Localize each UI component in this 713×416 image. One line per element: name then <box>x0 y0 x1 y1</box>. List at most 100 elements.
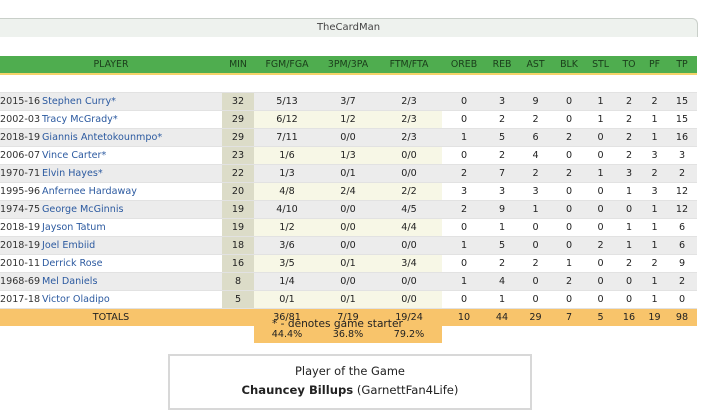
player-pf: 1 <box>642 218 668 237</box>
player-3p: 2/4 <box>320 182 377 201</box>
player-row: 2015-16 Stephen Curry* 32 5/13 3/7 2/3 0 3 9 0 1 2 2… <box>0 92 698 111</box>
potg-owner: (GarnettFan4Life) <box>356 383 459 397</box>
player-pf: 1 <box>642 272 668 291</box>
player-fg: 1/6 <box>254 146 321 165</box>
player-to: 2 <box>616 92 643 111</box>
col-header-stl[interactable]: STL <box>585 56 617 75</box>
header-spacer <box>0 74 698 93</box>
player-3p: 0/0 <box>320 272 377 291</box>
player-oreb: 1 <box>442 272 487 291</box>
player-min: 29 <box>222 110 255 129</box>
col-header-ftm-fta[interactable]: FTM/FTA <box>376 56 443 75</box>
col-header-3pm-3pa[interactable]: 3PM/3PA <box>320 56 377 75</box>
player-pts: 16 <box>667 128 698 147</box>
player-blk: 2 <box>553 128 586 147</box>
player-ast: 2 <box>518 110 554 129</box>
player-oreb: 0 <box>442 110 487 129</box>
player-name[interactable]: Tracy McGrady* <box>40 110 223 129</box>
player-pts: 3 <box>667 146 698 165</box>
player-oreb: 0 <box>442 146 487 165</box>
player-fg: 3/6 <box>254 236 321 255</box>
player-pf: 2 <box>642 254 668 273</box>
player-ast: 2 <box>518 164 554 183</box>
player-season: 2018-19 <box>0 128 40 147</box>
player-row: 1970-71 Elvin Hayes* 22 1/3 0/1 0/0 2 7 2 2 1 3 2 2 <box>0 164 698 183</box>
player-season: 1968-69 <box>0 272 40 291</box>
player-blk: 0 <box>553 200 586 219</box>
totals-pts: 98 <box>667 308 698 326</box>
player-stl: 1 <box>585 110 617 129</box>
player-oreb: 0 <box>442 254 487 273</box>
player-pts: 9 <box>667 254 698 273</box>
player-oreb: 0 <box>442 218 487 237</box>
player-to: 2 <box>616 146 643 165</box>
player-row: 2010-11 Derrick Rose 16 3/5 0/1 3/4 0 2 2 1 0 2 2 9 <box>0 254 698 273</box>
player-name[interactable]: Vince Carter* <box>40 146 223 165</box>
player-ast: 3 <box>518 182 554 201</box>
player-stl: 0 <box>585 128 617 147</box>
player-min: 23 <box>222 146 255 165</box>
player-fg: 1/4 <box>254 272 321 291</box>
player-pf: 1 <box>642 200 668 219</box>
player-ast: 2 <box>518 254 554 273</box>
player-fg: 7/11 <box>254 128 321 147</box>
player-to: 3 <box>616 164 643 183</box>
player-row: 2018-19 Joel Embiid 18 3/6 0/0 0/0 1 5 0 0 2 1 1 6 <box>0 236 698 255</box>
player-3p: 1/3 <box>320 146 377 165</box>
player-stl: 0 <box>585 272 617 291</box>
player-pts: 2 <box>667 164 698 183</box>
player-name[interactable]: Anfernee Hardaway <box>40 182 223 201</box>
col-header-blk[interactable]: BLK <box>553 56 586 75</box>
totals-row: TOTALS 36/81 7/19 19/24 10 44 29 7 5 16 … <box>0 308 698 326</box>
potg-line: Chauncey Billups (GarnettFan4Life) <box>170 383 530 397</box>
player-3p: 3/7 <box>320 92 377 111</box>
player-pf: 1 <box>642 290 668 309</box>
player-name[interactable]: Jayson Tatum <box>40 218 223 237</box>
col-header-pf[interactable]: PF <box>642 56 668 75</box>
player-name[interactable]: Giannis Antetokounmpo* <box>40 128 223 147</box>
player-row: 2006-07 Vince Carter* 23 1/6 1/3 0/0 0 2 4 0 0 2 3 3 <box>0 146 698 165</box>
player-name[interactable]: Joel Embiid <box>40 236 223 255</box>
player-reb: 2 <box>486 110 519 129</box>
player-season: 1970-71 <box>0 164 40 183</box>
player-min: 19 <box>222 200 255 219</box>
player-name[interactable]: Mel Daniels <box>40 272 223 291</box>
player-name[interactable]: Stephen Curry* <box>40 92 223 111</box>
percentages-row: 44.4% 36.8% 79.2% <box>0 326 697 343</box>
player-pts: 15 <box>667 110 698 129</box>
player-name[interactable]: Victor Oladipo <box>40 290 223 309</box>
player-fg: 3/5 <box>254 254 321 273</box>
player-stl: 0 <box>585 146 617 165</box>
player-to: 2 <box>616 254 643 273</box>
col-header-reb[interactable]: REB <box>486 56 519 75</box>
player-stl: 0 <box>585 290 617 309</box>
player-ft: 2/3 <box>376 92 443 111</box>
player-name[interactable]: Elvin Hayes* <box>40 164 223 183</box>
player-min: 18 <box>222 236 255 255</box>
col-header-player[interactable]: PLAYER <box>0 56 223 75</box>
player-season: 2018-19 <box>0 218 40 237</box>
col-header-tp[interactable]: TP <box>667 56 698 75</box>
player-ft: 2/3 <box>376 110 443 129</box>
player-3p: 1/2 <box>320 110 377 129</box>
col-header-to[interactable]: TO <box>616 56 643 75</box>
col-header-ast[interactable]: AST <box>518 56 554 75</box>
player-blk: 1 <box>553 254 586 273</box>
player-min: 22 <box>222 164 255 183</box>
player-reb: 5 <box>486 128 519 147</box>
player-pts: 12 <box>667 182 698 201</box>
col-header-min[interactable]: MIN <box>222 56 255 75</box>
player-stl: 2 <box>585 236 617 255</box>
col-header-fgm-fga[interactable]: FGM/FGA <box>254 56 321 75</box>
player-stl: 0 <box>585 182 617 201</box>
col-header-oreb[interactable]: OREB <box>442 56 487 75</box>
player-row: 1974-75 George McGinnis 19 4/10 0/0 4/5 2 9 1 0 0 0… <box>0 200 698 219</box>
player-oreb: 2 <box>442 200 487 219</box>
totals-pf: 19 <box>642 308 668 326</box>
player-ast: 1 <box>518 200 554 219</box>
player-pts: 6 <box>667 236 698 255</box>
player-season: 2010-11 <box>0 254 40 273</box>
player-name[interactable]: George McGinnis <box>40 200 223 219</box>
player-fg: 4/10 <box>254 200 321 219</box>
player-name[interactable]: Derrick Rose <box>40 254 223 273</box>
